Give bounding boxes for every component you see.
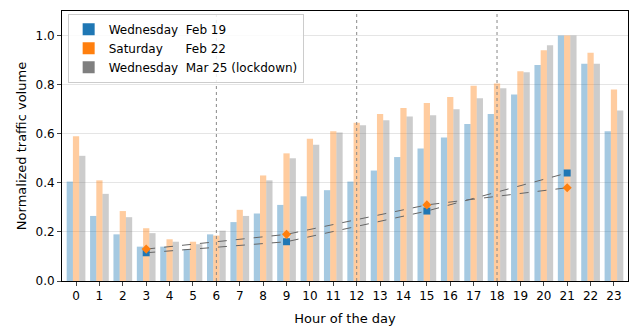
svg-text:23: 23 <box>606 289 621 303</box>
svg-text:3: 3 <box>142 289 150 303</box>
svg-text:14: 14 <box>396 289 411 303</box>
svg-text:20: 20 <box>536 289 551 303</box>
svg-text:12: 12 <box>349 289 364 303</box>
svg-text:Normalized traffic volume: Normalized traffic volume <box>14 62 29 230</box>
svg-text:22: 22 <box>583 289 598 303</box>
svg-text:15: 15 <box>419 289 434 303</box>
svg-text:13: 13 <box>372 289 387 303</box>
svg-text:0.2: 0.2 <box>36 225 55 239</box>
svg-text:16: 16 <box>443 289 458 303</box>
svg-text:0.0: 0.0 <box>36 274 55 288</box>
svg-text:Saturday Feb 22: Saturday Feb 22 <box>109 42 226 56</box>
svg-text:18: 18 <box>489 289 504 303</box>
svg-text:17: 17 <box>466 289 481 303</box>
svg-text:2: 2 <box>119 289 127 303</box>
svg-text:Wednesday Mar 25 (lockdown): Wednesday Mar 25 (lockdown) <box>109 61 298 75</box>
svg-text:11: 11 <box>326 289 341 303</box>
svg-text:9: 9 <box>283 289 291 303</box>
svg-text:1.0: 1.0 <box>36 29 55 43</box>
svg-text:0.4: 0.4 <box>36 176 55 190</box>
svg-text:21: 21 <box>560 289 575 303</box>
svg-text:Hour of the day: Hour of the day <box>294 311 396 326</box>
svg-text:Wednesday Feb 19: Wednesday Feb 19 <box>109 23 226 37</box>
svg-text:0: 0 <box>72 289 80 303</box>
svg-text:19: 19 <box>513 289 528 303</box>
svg-text:4: 4 <box>166 289 174 303</box>
svg-text:8: 8 <box>259 289 267 303</box>
svg-text:0.8: 0.8 <box>36 78 55 92</box>
svg-text:1: 1 <box>96 289 104 303</box>
svg-text:7: 7 <box>236 289 244 303</box>
svg-text:5: 5 <box>189 289 197 303</box>
svg-text:0.6: 0.6 <box>36 127 55 141</box>
svg-text:10: 10 <box>302 289 317 303</box>
svg-text:6: 6 <box>213 289 221 303</box>
